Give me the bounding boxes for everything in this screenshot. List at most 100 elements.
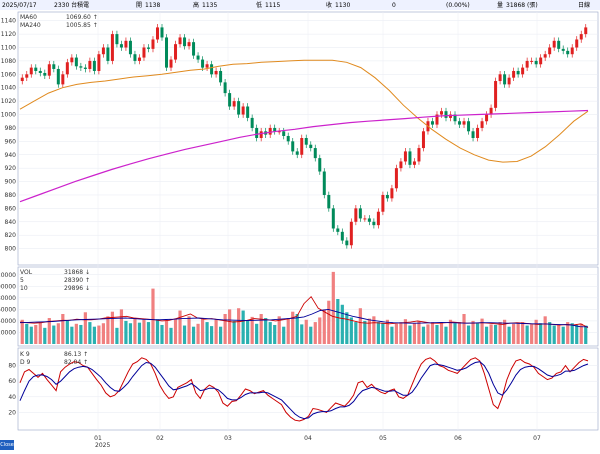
volume-bar: [372, 316, 376, 344]
candle-up: [399, 161, 403, 169]
candle-down: [165, 37, 169, 68]
candle-down: [327, 194, 331, 209]
volume-bar: [439, 322, 444, 344]
candle-up: [579, 34, 583, 40]
kd-tick-label: 20: [8, 409, 16, 416]
candle-down: [385, 194, 389, 199]
volume-bar: [512, 323, 516, 344]
header-pct: (0.00%): [446, 2, 470, 9]
candle-up: [187, 42, 191, 47]
header-open-label: 開: [136, 2, 142, 9]
volume-bar: [484, 326, 489, 344]
volume-bar: [412, 323, 417, 344]
candle-up: [476, 127, 480, 138]
price-tick-label: 1000: [1, 112, 16, 119]
candle-down: [250, 117, 254, 128]
volume-bar: [579, 323, 583, 344]
candle-down: [471, 131, 475, 138]
candle-up: [439, 111, 443, 115]
k-label: K 9: [20, 351, 30, 358]
candle-down: [286, 135, 290, 142]
candle-down: [128, 40, 132, 55]
close-button[interactable]: Close: [0, 440, 14, 450]
year-label: 2025: [95, 442, 110, 449]
candle-down: [331, 208, 335, 229]
volume-tick-label: 120000: [0, 272, 16, 279]
vol-ma10-value: 29896 ↓: [64, 285, 90, 292]
candle-up: [65, 62, 69, 75]
volume-bar: [119, 309, 124, 344]
price-tick-label: 800: [5, 246, 17, 253]
header-vol: 31868 (張): [506, 2, 538, 9]
candle-down: [358, 208, 362, 219]
candle-up: [137, 57, 141, 61]
ma-a-value: 1069.60 ↑: [66, 14, 98, 21]
volume-bar: [70, 326, 74, 344]
header-change: 0: [392, 2, 396, 9]
volume-bar: [426, 324, 430, 344]
candle-down: [219, 70, 223, 83]
volume-bar: [200, 318, 205, 344]
candle-down: [52, 64, 56, 69]
candle-up: [381, 194, 385, 212]
price-tick-label: 960: [5, 138, 17, 145]
volume-bar: [115, 327, 119, 344]
volume-bar: [403, 319, 408, 344]
kd-tick-label: 80: [8, 363, 16, 370]
candle-up: [214, 70, 218, 75]
volume-bar: [394, 323, 399, 344]
candle-up: [178, 37, 182, 45]
volume-bar: [340, 304, 344, 344]
candle-up: [363, 218, 367, 220]
price-tick-label: 1020: [1, 98, 16, 105]
candle-up: [525, 60, 529, 68]
volume-bar: [435, 324, 439, 344]
candle-down: [74, 57, 78, 67]
volume-bar: [164, 320, 169, 344]
candle-up: [97, 54, 101, 71]
volume-bar: [38, 322, 42, 344]
candle-up: [548, 47, 552, 55]
candle-up: [151, 39, 155, 49]
volume-bar: [584, 325, 588, 344]
vol-ma5-value: 28390 ↑: [64, 277, 90, 284]
price-tick-label: 1040: [1, 85, 16, 92]
volume-bar: [286, 318, 290, 344]
candle-up: [552, 40, 556, 48]
candle-up: [232, 101, 236, 107]
volume-bar: [367, 318, 371, 344]
volume-bar: [273, 324, 277, 344]
volume-bar: [232, 320, 236, 344]
volume-bar: [264, 318, 268, 344]
candle-up: [412, 161, 416, 165]
volume-bar: [327, 300, 331, 344]
candle-down: [196, 55, 200, 60]
volume-bar: [173, 318, 178, 344]
candle-down: [160, 27, 164, 38]
candle-down: [467, 121, 471, 132]
ma-b-value: 1005.85 ↑: [66, 22, 98, 29]
candle-down: [458, 121, 462, 125]
candle-down: [192, 42, 196, 56]
ma-a-label: MA60: [20, 14, 37, 21]
volume-bar: [331, 271, 335, 344]
volume-bar: [101, 323, 105, 344]
candle-up: [142, 47, 146, 58]
candle-down: [318, 158, 322, 172]
volume-bar: [480, 318, 484, 344]
volume-bar: [390, 326, 394, 344]
volume-bar: [363, 320, 367, 344]
volume-bar: [475, 323, 480, 344]
volume-bar: [295, 314, 299, 344]
volume-bar: [516, 323, 520, 344]
price-tick-label: 940: [5, 152, 17, 159]
price-tick-label: 1120: [1, 31, 16, 38]
volume-bar: [196, 323, 200, 344]
d-value: 82.04 ↑: [64, 359, 88, 366]
volume-bar: [548, 322, 552, 344]
month-label: 04: [304, 435, 312, 442]
candle-down: [255, 127, 259, 138]
candle-up: [300, 138, 304, 155]
